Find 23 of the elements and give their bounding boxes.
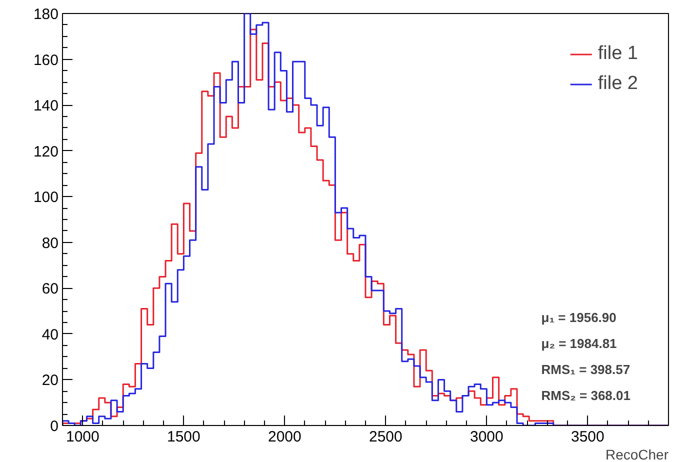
y-tick-label: 120	[33, 143, 59, 160]
y-tick-label: 80	[42, 234, 59, 252]
y-tick-label: 20	[42, 372, 59, 390]
x-tick-label: 1000	[66, 428, 100, 446]
legend-label: file 2	[598, 73, 638, 95]
annotation: μ₁ = 1956.90	[541, 310, 616, 325]
y-tick-label: 0	[50, 418, 58, 435]
y-tick-label: 140	[33, 98, 59, 115]
annotation: RMS₂ = 368.01	[541, 388, 630, 403]
x-tick-label: 3500	[571, 428, 604, 446]
annotation: RMS₁ = 398.57	[541, 362, 630, 377]
annotation: μ₂ = 1984.81	[541, 336, 617, 351]
y-tick-label: 100	[33, 189, 59, 206]
y-tick-label: 160	[33, 52, 59, 69]
y-tick-label: 60	[42, 280, 59, 298]
x-tick-label: 1500	[167, 428, 200, 446]
y-tick-label: 180	[33, 6, 59, 23]
legend-label: file 1	[598, 43, 638, 65]
x-tick-label: 2500	[369, 428, 402, 446]
x-tick-label: 2000	[268, 428, 302, 446]
y-tick-label: 40	[42, 326, 59, 344]
x-tick-label: 3000	[470, 428, 504, 446]
x-axis-title: RecoCher	[605, 446, 669, 462]
